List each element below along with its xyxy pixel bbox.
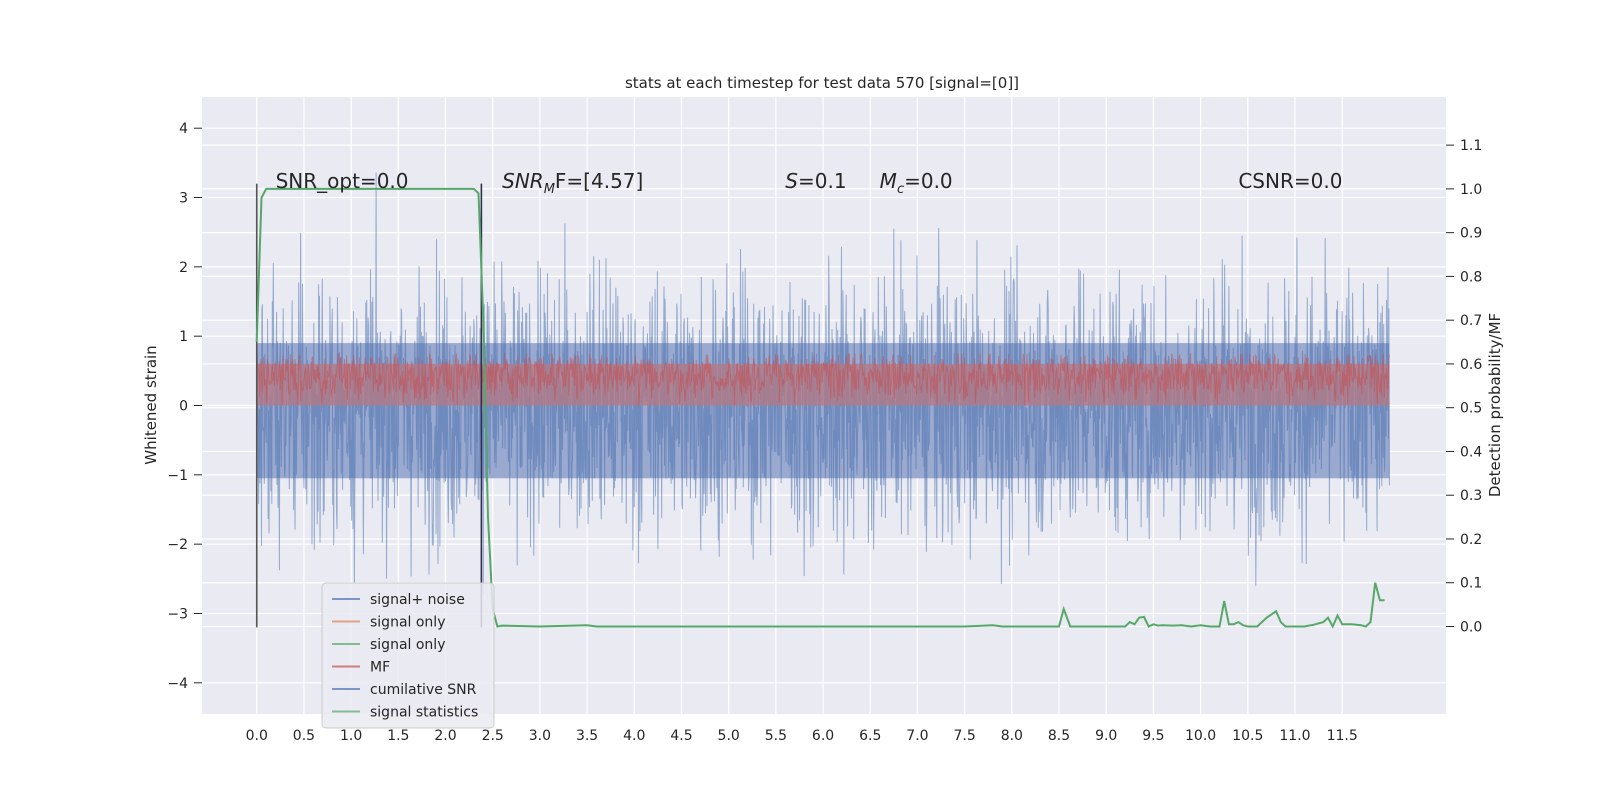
x-tick-label: 8.0: [1001, 728, 1023, 744]
y-tick-label-right: 0.3: [1460, 488, 1482, 504]
y-tick-label-left: −3: [167, 606, 188, 622]
annotation-snr_opt: SNR_opt=0.0: [276, 169, 409, 193]
y-tick-label-right: 0.2: [1460, 532, 1482, 548]
x-tick-label: 5.0: [718, 728, 740, 744]
x-tick-label: 5.5: [765, 728, 787, 744]
y-tick-label-right: 1.0: [1460, 182, 1482, 198]
y-tick-label-right: 0.5: [1460, 401, 1482, 417]
annotation-snr_mf: SNRMF=[4.57]: [502, 169, 643, 197]
y-axis-label-right: Detection probability/MF: [1486, 313, 1504, 497]
x-tick-label: 11.5: [1327, 728, 1358, 744]
y-tick-label-left: 2: [179, 260, 188, 276]
legend-label: cumilative SNR: [370, 682, 477, 698]
x-tick-label: 1.5: [387, 728, 409, 744]
x-tick-label: 7.0: [906, 728, 928, 744]
annotation-csnr: CSNR=0.0: [1238, 169, 1342, 193]
y-axis-label-left: Whitened strain: [142, 345, 160, 464]
legend-label: signal+ noise: [370, 592, 465, 608]
y-tick-label-right: 0.6: [1460, 357, 1482, 373]
x-tick-label: 7.5: [954, 728, 976, 744]
x-tick-label: 10.5: [1232, 728, 1263, 744]
x-tick-label: 1.0: [340, 728, 362, 744]
y-tick-label-left: −1: [167, 468, 188, 484]
y-tick-label-left: 3: [179, 191, 188, 207]
y-tick-label-right: 0.7: [1460, 313, 1482, 329]
x-tick-label: 11.0: [1279, 728, 1310, 744]
x-tick-label: 0.0: [246, 728, 268, 744]
mf-trace: [256, 352, 1390, 406]
legend-label: MF: [370, 660, 390, 676]
y-tick-label-right: 1.1: [1460, 138, 1482, 154]
x-tick-label: 9.5: [1142, 728, 1164, 744]
x-tick-label: 4.5: [670, 728, 692, 744]
annotation-s: S=0.1: [785, 169, 846, 193]
x-tick-label: 6.5: [859, 728, 881, 744]
x-tick-label: 2.0: [434, 728, 456, 744]
noise-trace: [256, 172, 1390, 594]
chart-title: stats at each timestep for test data 570…: [625, 74, 1019, 92]
y-tick-label-right: 0.8: [1460, 269, 1482, 285]
legend-label: signal only: [370, 615, 445, 631]
annotations: SNR_opt=0.0 SNRMF=[4.57] S=0.1 Mc=0.0 CSNR=0…: [276, 169, 1343, 197]
y-tick-label-left: 1: [179, 329, 188, 345]
y-tick-label-right: 0.9: [1460, 226, 1482, 242]
x-tick-label: 8.5: [1048, 728, 1070, 744]
x-tick-label: 6.0: [812, 728, 834, 744]
y-tick-label-left: −4: [167, 676, 188, 692]
x-tick-label: 9.0: [1095, 728, 1117, 744]
legend-label: signal only: [370, 637, 445, 653]
legend: signal+ noise signal only signal only MF cum…: [321, 582, 495, 729]
legend-label: signal statistics: [370, 705, 478, 721]
y-tick-label-left: 4: [179, 121, 188, 137]
series-mf: [256, 352, 1390, 406]
x-tick-label: 2.5: [482, 728, 504, 744]
annotation-mc: Mc=0.0: [880, 169, 953, 197]
y-tick-label-right: 0.4: [1460, 444, 1482, 460]
y-tick-label-right: 0.0: [1460, 619, 1482, 635]
x-tick-label: 4.0: [623, 728, 645, 744]
axis-ticks: 0.0 0.5 1.0 1.5 2.0 2.5 3.0 3.5 4.0 4.5 5.0 5.5 6.0 6…: [167, 121, 1482, 744]
y-tick-label-left: −2: [167, 537, 188, 553]
y-tick-label-left: 0: [179, 399, 188, 415]
y-tick-label-right: 0.1: [1460, 576, 1482, 592]
x-tick-label: 3.5: [576, 728, 598, 744]
x-tick-label: 0.5: [293, 728, 315, 744]
legend-box: [321, 582, 495, 729]
x-tick-label: 3.0: [529, 728, 551, 744]
x-tick-label: 10.0: [1185, 728, 1216, 744]
